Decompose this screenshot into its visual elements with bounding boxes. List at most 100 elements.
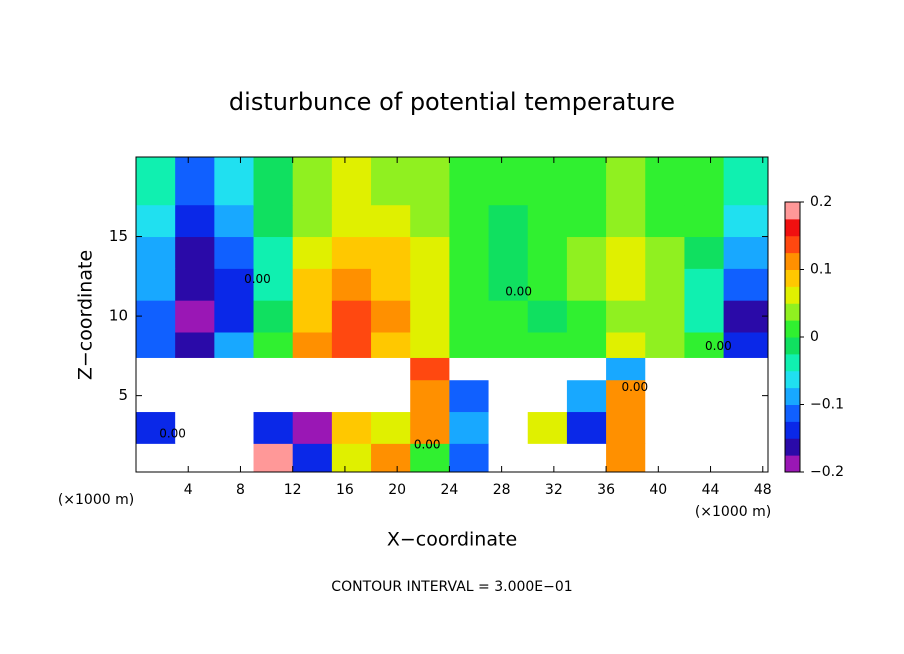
heat-cell	[645, 443, 685, 473]
colorbar-swatch	[785, 404, 800, 422]
heat-cell	[449, 157, 490, 206]
x-tick-label: 20	[388, 482, 406, 498]
heat-cell	[214, 379, 255, 413]
heat-cell	[136, 300, 176, 333]
heat-cell	[606, 332, 646, 358]
x-tick-label: 48	[754, 482, 772, 498]
heat-cell	[645, 204, 685, 238]
heat-cell	[214, 204, 255, 238]
heat-cell	[331, 332, 372, 358]
heat-cell	[645, 157, 685, 206]
heat-cell	[136, 379, 176, 413]
heat-cell	[606, 204, 646, 238]
heat-cell	[566, 332, 607, 358]
heat-cell	[253, 379, 294, 413]
heat-cell	[410, 204, 450, 238]
heat-cell	[527, 379, 568, 413]
colorbar-swatch	[785, 320, 800, 338]
heat-cell	[136, 443, 176, 473]
heat-cell	[371, 379, 411, 413]
heat-cell	[214, 300, 255, 333]
heat-cell	[606, 443, 646, 473]
heat-cell	[684, 204, 725, 238]
heat-cell	[214, 268, 255, 301]
heat-cell	[488, 268, 529, 301]
heat-cell	[449, 332, 490, 358]
heat-cell	[253, 236, 294, 269]
heat-cell	[606, 236, 646, 269]
heat-cell	[449, 300, 490, 333]
heat-cell	[331, 443, 372, 473]
contour-label: 0.00	[244, 272, 271, 286]
footer-note: CONTOUR INTERVAL = 3.000E−01	[331, 579, 572, 595]
heat-cell	[527, 443, 568, 473]
heat-cell	[410, 379, 450, 413]
colorbar-swatch	[785, 235, 800, 254]
heat-cell	[566, 236, 607, 269]
heat-cell	[292, 379, 333, 413]
heat-cell	[488, 157, 529, 206]
y-tick-label: 5	[118, 386, 128, 404]
heat-cell	[292, 157, 333, 206]
heat-cell	[136, 157, 176, 206]
heat-cell	[410, 157, 450, 206]
y-axis-label: Z−coordinate	[75, 250, 97, 380]
heat-cell	[331, 357, 372, 381]
heat-cell	[136, 357, 176, 381]
heat-cell	[371, 300, 411, 333]
heat-cell	[410, 332, 450, 358]
x-tick-label: 32	[545, 482, 563, 498]
contour-label: 0.00	[705, 339, 732, 353]
heat-cell	[566, 204, 607, 238]
heat-cell	[253, 357, 294, 381]
heat-cell	[371, 357, 411, 381]
heat-cell	[645, 268, 685, 301]
heat-cell	[331, 157, 372, 206]
heat-cell	[488, 411, 529, 444]
heat-cell	[606, 379, 646, 413]
heat-cell	[292, 236, 333, 269]
heat-cell	[136, 236, 176, 269]
heat-cell	[723, 357, 769, 381]
heat-cell	[527, 357, 568, 381]
heat-cell	[253, 332, 294, 358]
heat-cell	[566, 300, 607, 333]
colorbar-swatch	[785, 286, 800, 304]
heat-cell	[371, 332, 411, 358]
contour-label: 0.00	[621, 380, 648, 394]
heat-cell	[645, 379, 685, 413]
heat-cell	[527, 157, 568, 206]
x-tick-label: 24	[440, 482, 458, 498]
plot-frame	[135, 156, 769, 473]
heat-cell	[371, 268, 411, 301]
heat-cell	[684, 268, 725, 301]
heat-cell	[371, 443, 411, 473]
heat-cell	[136, 204, 176, 238]
colorbar-tick-label: −0.1	[810, 397, 844, 413]
x-unit-label: (×1000 m)	[58, 492, 134, 508]
axes: 0.000.000.000.000.000.004 8 12 16 20 24 28 32 36…	[109, 156, 844, 498]
heat-cell	[175, 357, 215, 381]
heat-cell	[331, 300, 372, 333]
heat-cell	[410, 236, 450, 269]
heat-cell	[292, 443, 333, 473]
colorbar-swatch	[785, 252, 800, 270]
heat-cell	[645, 411, 685, 444]
heat-cell	[684, 357, 725, 381]
x-tick-label: 44	[702, 482, 720, 498]
heat-cell	[292, 268, 333, 301]
heat-cell	[723, 236, 769, 269]
colorbar-swatch	[785, 387, 800, 405]
heat-cell	[488, 443, 529, 473]
heat-cell	[136, 332, 176, 358]
heat-cell	[684, 157, 725, 206]
plot-area	[136, 157, 769, 473]
heat-cell	[214, 443, 255, 473]
heat-cell	[488, 300, 529, 333]
heat-cell	[292, 204, 333, 238]
heat-cell	[606, 411, 646, 444]
heat-cell	[371, 157, 411, 206]
heat-cell	[410, 300, 450, 333]
colorbar-tick-label: 0	[810, 329, 819, 345]
colorbar-swatch	[785, 202, 800, 220]
